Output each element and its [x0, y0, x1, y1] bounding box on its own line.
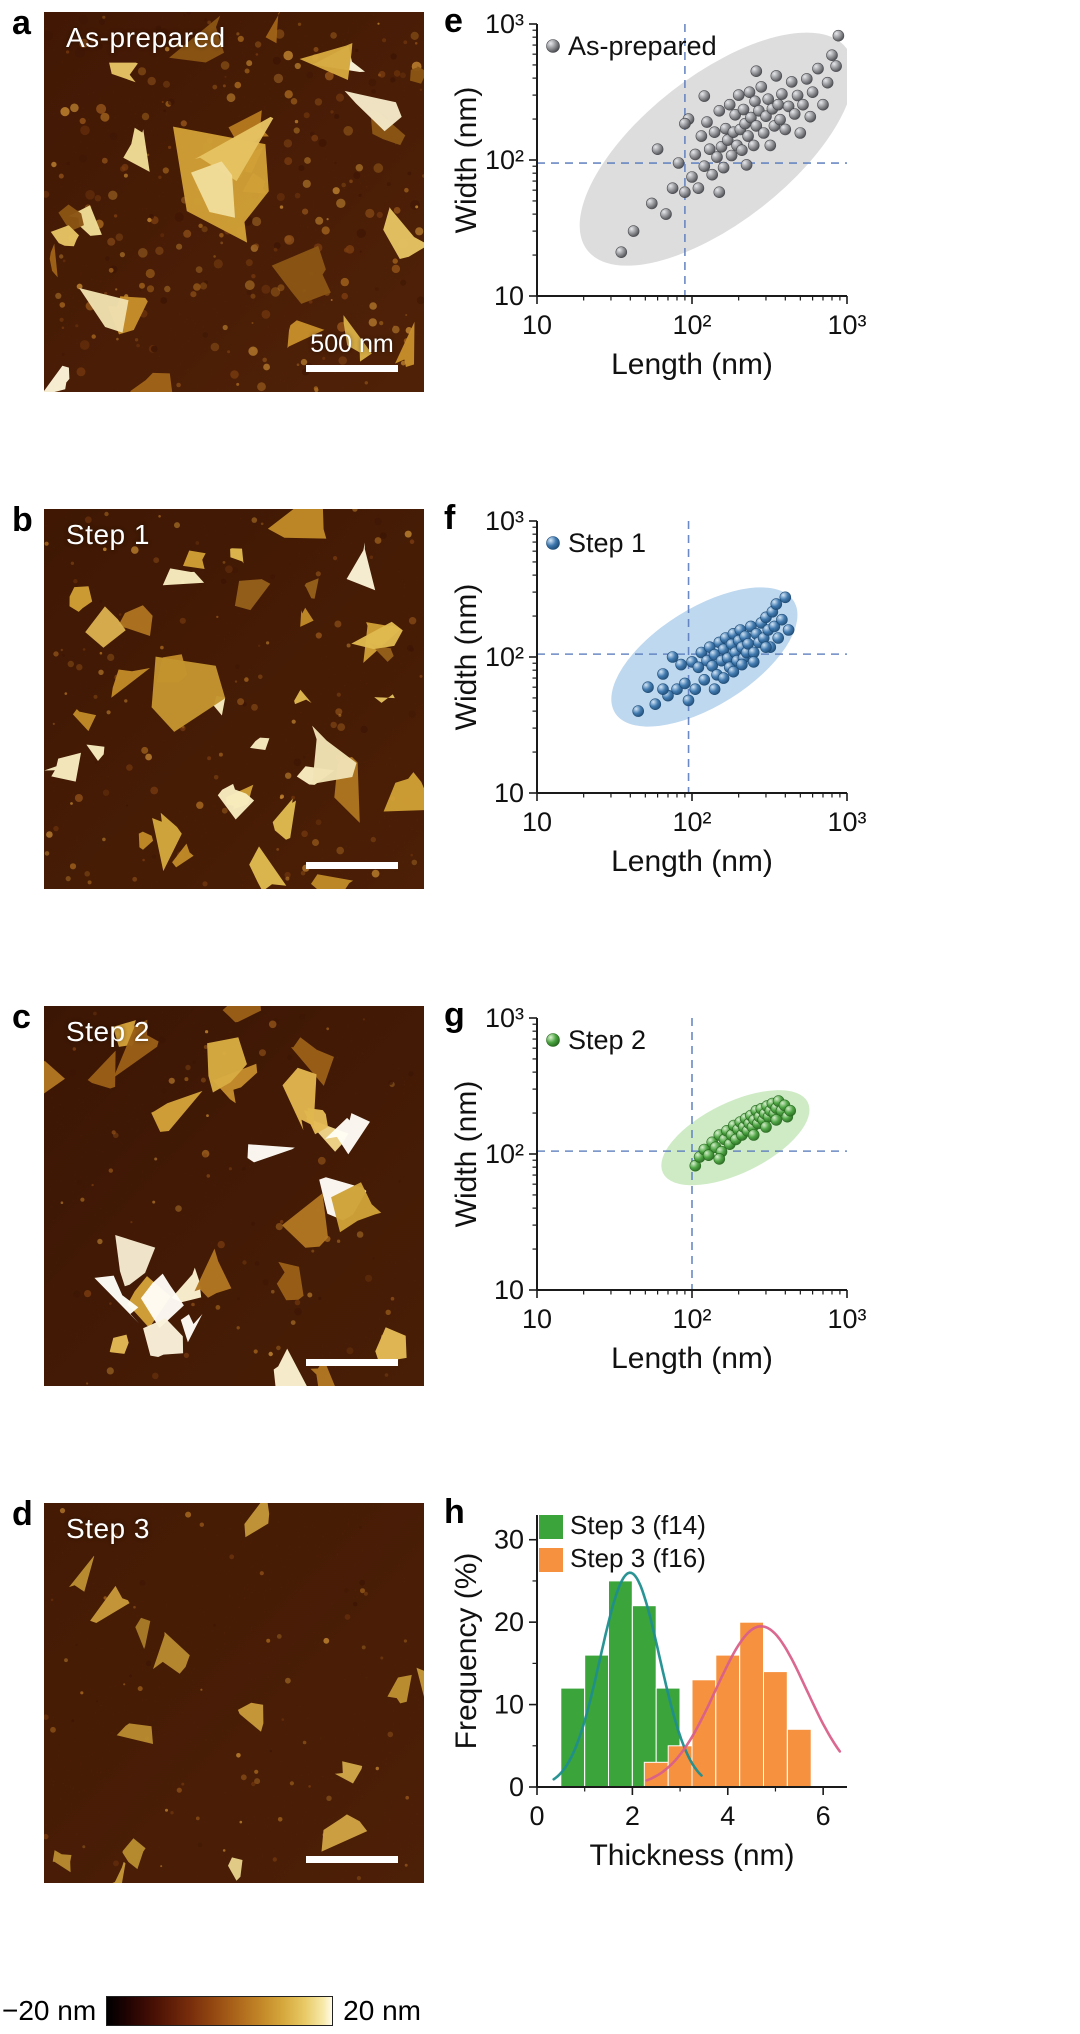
svg-text:30: 30: [494, 1525, 524, 1555]
svg-text:Step 2: Step 2: [568, 1025, 646, 1055]
svg-text:10: 10: [494, 1275, 524, 1305]
scale-bar-b: [306, 856, 398, 869]
plots-column: e 10 10 10² 10² 10³ 10³ Length (nm) Width (nm) A…: [440, 0, 1080, 2034]
svg-text:10: 10: [522, 807, 552, 837]
svg-text:10: 10: [494, 778, 524, 808]
svg-text:10: 10: [494, 281, 524, 311]
svg-text:10²: 10²: [485, 145, 524, 175]
svg-text:Length (nm): Length (nm): [611, 348, 773, 381]
afm-image-step3: Step 3: [44, 1503, 424, 1883]
panel-letter-g: g: [444, 996, 465, 1034]
svg-text:10²: 10²: [485, 1139, 524, 1169]
svg-text:Thickness (nm): Thickness (nm): [589, 1839, 794, 1872]
afm-title-d: Step 3: [66, 1513, 150, 1544]
afm-micrograph-b: [44, 509, 424, 889]
afm-title-a: As-prepared: [66, 22, 226, 53]
afm-micrograph-a: [44, 12, 424, 392]
histogram-step3-thickness: 0 2 4 6 0 10 20 30 Thickness (nm) Frequency (%) St…: [452, 1510, 847, 1872]
svg-text:10³: 10³: [485, 1003, 524, 1033]
panel-letter-d: d: [12, 1495, 33, 1533]
svg-text:10³: 10³: [827, 310, 866, 340]
afm-image-as-prepared: As-prepared 500 nm: [44, 12, 424, 392]
panel-f: f 10 10 10² 10² 10³ 10³ Length (nm) Width (nm) S…: [440, 497, 1080, 994]
svg-text:Length (nm): Length (nm): [611, 1342, 773, 1375]
svg-text:10²: 10²: [672, 310, 711, 340]
panel-letter-c: c: [12, 998, 31, 1036]
svg-text:Step 3 (f16): Step 3 (f16): [570, 1543, 706, 1573]
svg-text:As-prepared: As-prepared: [568, 31, 717, 61]
svg-text:Width (nm): Width (nm): [452, 87, 483, 234]
scale-bar-line-c: [306, 1359, 398, 1366]
panel-letter-b: b: [12, 501, 33, 539]
svg-text:10²: 10²: [672, 807, 711, 837]
svg-text:6: 6: [816, 1801, 831, 1831]
scale-bar-label-a: 500 nm: [310, 330, 394, 358]
svg-text:0: 0: [509, 1772, 524, 1802]
svg-text:10: 10: [494, 1690, 524, 1720]
scale-bar-d: [306, 1850, 398, 1863]
afm-column: a As-prepared 500 nm b Step 1: [0, 0, 440, 2034]
scale-bar-line-d: [306, 1856, 398, 1863]
panel-letter-h: h: [444, 1493, 465, 1531]
colorbar: −20 nm 20 nm: [0, 1988, 440, 2034]
panel-letter-a: a: [12, 4, 31, 42]
afm-title-b: Step 1: [66, 519, 150, 550]
colorbar-min-label: −20 nm: [2, 1995, 97, 2026]
scale-bar-line-b: [306, 862, 398, 869]
svg-text:Width (nm): Width (nm): [452, 584, 483, 731]
panel-d: d Step 3: [0, 1491, 440, 1988]
svg-text:Length (nm): Length (nm): [611, 845, 773, 878]
scale-bar-a: 500 nm: [306, 330, 398, 372]
afm-micrograph-c: [44, 1006, 424, 1386]
svg-text:10³: 10³: [827, 807, 866, 837]
svg-text:10³: 10³: [485, 9, 524, 39]
svg-text:Frequency (%): Frequency (%): [452, 1553, 483, 1750]
svg-text:10: 10: [522, 310, 552, 340]
svg-text:Step 1: Step 1: [568, 528, 646, 558]
afm-image-step1: Step 1: [44, 509, 424, 889]
panel-letter-f: f: [444, 499, 456, 537]
svg-text:0: 0: [529, 1801, 544, 1831]
panel-g: g 10 10 10² 10² 10³ 10³ Length (nm) Width (nm) S…: [440, 994, 1080, 1491]
svg-text:20: 20: [494, 1607, 524, 1637]
svg-text:10²: 10²: [672, 1304, 711, 1334]
scale-bar-line-a: [306, 365, 398, 372]
panel-h: h 0 2 4 6 0 10 20 30 Thickness (nm) Frequency (%)…: [440, 1491, 1080, 1988]
panel-b: b Step 1: [0, 497, 440, 994]
afm-micrograph-d: [44, 1503, 424, 1883]
colorbar-gradient: [106, 1996, 334, 2026]
svg-text:10³: 10³: [485, 506, 524, 536]
afm-title-c: Step 2: [66, 1016, 150, 1047]
scale-bar-c: [306, 1353, 398, 1366]
afm-image-step2: Step 2: [44, 1006, 424, 1386]
panel-letter-e: e: [444, 2, 463, 40]
svg-text:4: 4: [720, 1801, 735, 1831]
svg-text:2: 2: [625, 1801, 640, 1831]
panel-a: a As-prepared 500 nm: [0, 0, 440, 497]
colorbar-max-label: 20 nm: [343, 1995, 421, 2026]
svg-text:10: 10: [522, 1304, 552, 1334]
svg-text:10²: 10²: [485, 642, 524, 672]
panel-e: e 10 10 10² 10² 10³ 10³ Length (nm) Width (nm) A…: [440, 0, 1080, 497]
svg-text:Width (nm): Width (nm): [452, 1081, 483, 1228]
panel-c: c Step 2: [0, 994, 440, 1491]
svg-text:10³: 10³: [827, 1304, 866, 1334]
svg-text:Step 3 (f14): Step 3 (f14): [570, 1510, 706, 1540]
